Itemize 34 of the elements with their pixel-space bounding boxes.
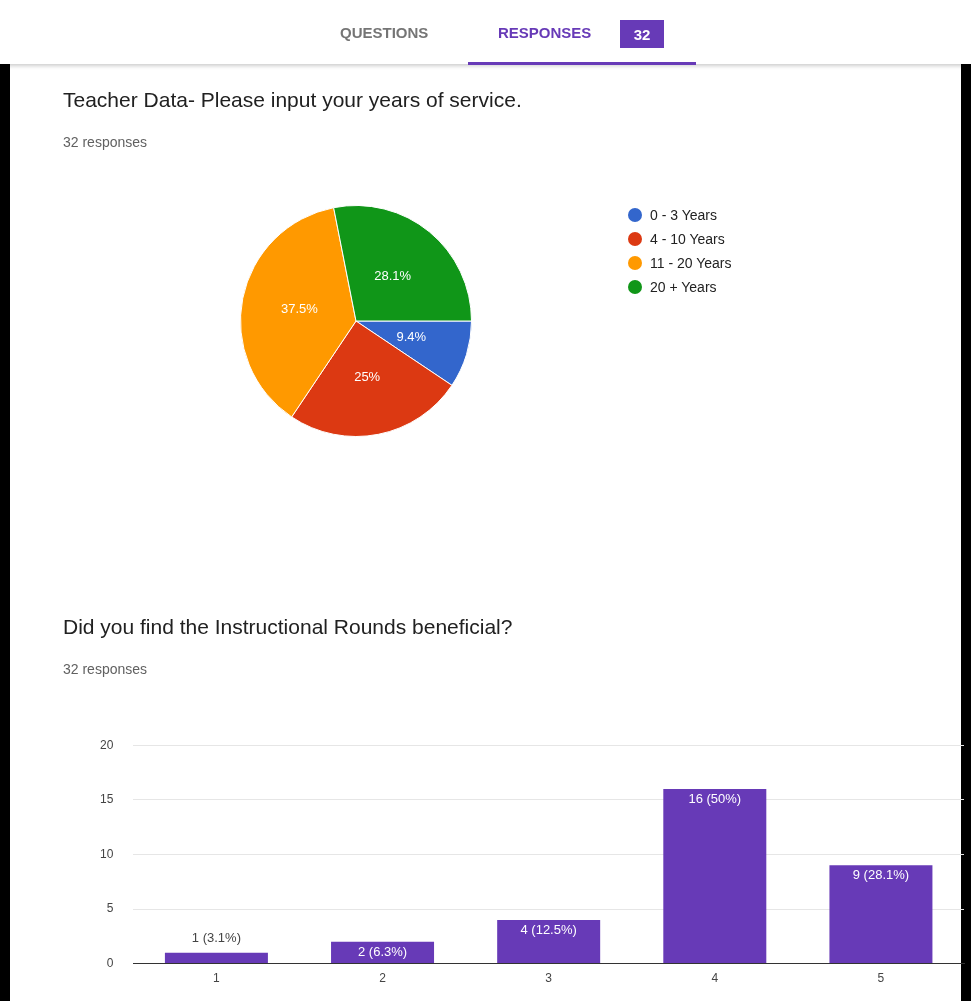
legend-label: 20 + Years xyxy=(650,279,717,295)
bar xyxy=(663,788,767,964)
data-label: 16 (50%) xyxy=(688,790,742,806)
chart-subtitle: 32 responses xyxy=(63,661,148,677)
data-label: 9 (28.1%) xyxy=(852,867,910,883)
chart-title: Teacher Data- Please input your years of service. xyxy=(63,88,522,112)
text: RESPONSES xyxy=(498,24,592,41)
bar xyxy=(164,952,268,964)
y-tick-label: 15 xyxy=(99,792,114,807)
chart-title: Did you find the Instructional Rounds beneficial? xyxy=(63,615,513,639)
bar xyxy=(497,919,601,964)
legend-label: 4 - 10 Years xyxy=(650,231,725,247)
legend-label: 0 - 3 Years xyxy=(650,207,717,223)
data-label: 28.1% xyxy=(374,267,412,283)
bar xyxy=(829,865,933,964)
text: QUESTIONS xyxy=(340,24,429,41)
data-label: 9.4% xyxy=(396,329,427,345)
data-label: 2 (6.3%) xyxy=(357,943,408,959)
y-tick-label: 10 xyxy=(99,846,114,861)
legend-label: 11 - 20 Years xyxy=(650,255,732,271)
x-tick-label: 5 xyxy=(877,971,885,986)
y-tick-label: 5 xyxy=(106,901,114,916)
text: 32 xyxy=(620,20,664,48)
y-tick-label: 20 xyxy=(99,737,114,752)
y-tick-label: 0 xyxy=(106,955,114,970)
x-tick-label: 4 xyxy=(711,971,719,986)
x-tick-label: 3 xyxy=(545,971,553,986)
data-label: 1 (3.1%) xyxy=(191,929,241,945)
x-tick-label: 1 xyxy=(213,971,221,986)
data-label: 4 (12.5%) xyxy=(520,922,577,937)
data-label: 25% xyxy=(354,369,381,385)
text: 32 responses xyxy=(63,134,148,150)
x-tick-label: 2 xyxy=(379,971,387,986)
data-label: 37.5% xyxy=(280,301,319,317)
